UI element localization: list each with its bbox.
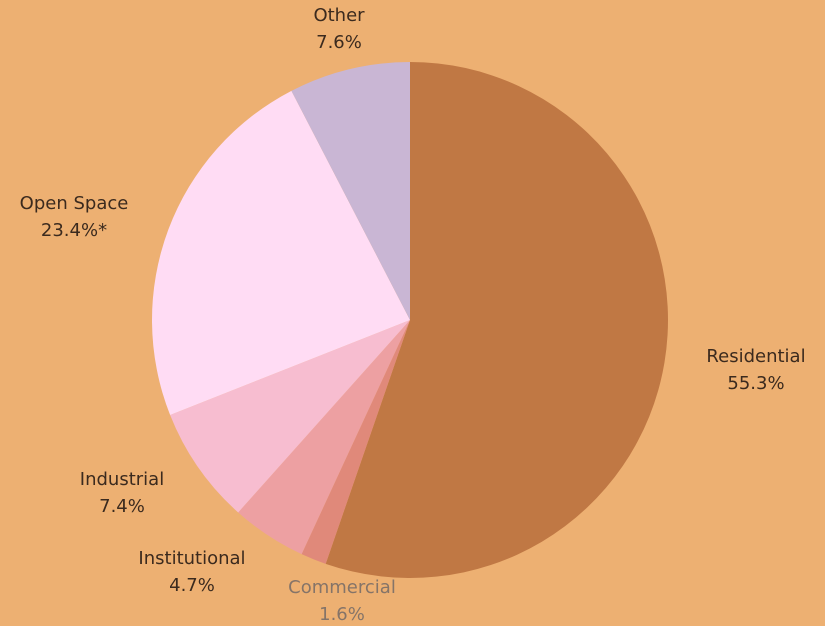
slice-label: Residential <box>706 346 805 367</box>
pie-slice <box>170 320 410 513</box>
slice-label: Industrial <box>80 469 164 490</box>
slice-label: Institutional <box>138 548 245 569</box>
pie-slice <box>325 62 668 578</box>
pie-slice <box>291 62 410 320</box>
pie-slice <box>301 320 410 564</box>
slice-value-label: 55.3% <box>727 373 784 394</box>
slice-value-label: 7.6% <box>316 32 362 53</box>
slice-label: Commercial <box>288 577 396 598</box>
slice-value-label: 23.4%* <box>41 220 107 241</box>
slice-value-label: 7.4% <box>99 496 145 517</box>
slice-label: Open Space <box>20 193 129 214</box>
pie-slice <box>151 90 411 415</box>
slice-label: Other <box>313 5 365 26</box>
slice-value-label: 1.6% <box>319 604 365 625</box>
slice-value-label: 4.7% <box>169 575 215 596</box>
pie-slice <box>238 320 410 555</box>
